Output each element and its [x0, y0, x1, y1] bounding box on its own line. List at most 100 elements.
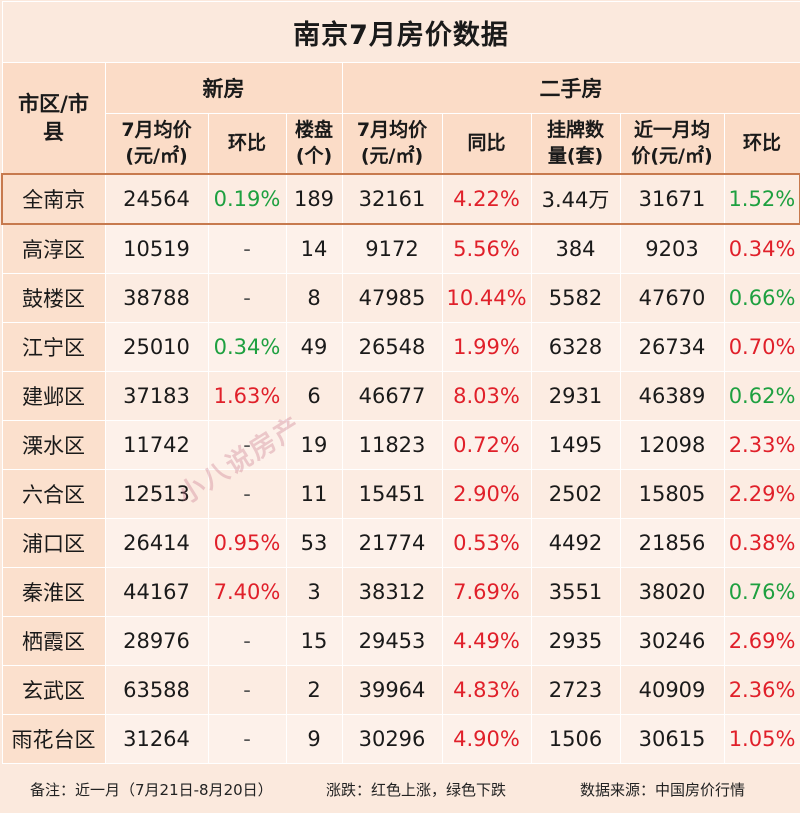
resale-price-cell: 21774	[341, 518, 443, 568]
table-row: 六合区 12513-11 15451 2.90% 2502 15805 2.29%	[1, 469, 800, 519]
recent-price-cell: 21856	[619, 518, 725, 568]
new-price-cell: 44167	[104, 567, 209, 617]
resale-price-cell: 29453	[341, 616, 443, 666]
recent-price-cell: 46389	[619, 371, 725, 421]
projects-cell: 8	[285, 273, 343, 323]
resale-mom-cell: 0.62%	[723, 371, 800, 421]
recent-price-cell: 15805	[619, 469, 725, 519]
projects-cell: 15	[285, 616, 343, 666]
resale-mom-cell: 2.29%	[723, 469, 800, 519]
district-header-line2: 县	[43, 120, 64, 144]
projects-cell: 9	[285, 714, 343, 764]
resale-price-cell: 15451	[341, 469, 443, 519]
resale-mom-cell: 1.05%	[723, 714, 800, 764]
new-price-cell: 10519	[104, 223, 209, 274]
district-cell: 鼓楼区	[1, 273, 106, 323]
table-row: 雨花台区 31264-9 30296 4.90% 1506 30615 1.05%	[1, 714, 800, 764]
new-price-cell: 24564	[104, 173, 209, 225]
district-cell: 秦淮区	[1, 567, 106, 617]
new-price-cell: 26414	[104, 518, 209, 568]
resale-mom-cell: 2.33%	[723, 420, 800, 470]
projects-cell: 189	[285, 173, 343, 225]
listings-cell: 4492	[530, 518, 621, 568]
new-mom-cell: -	[207, 273, 287, 323]
recent-price-cell: 30246	[619, 616, 725, 666]
resale-yoy-cell: 0.53%	[441, 518, 532, 568]
projects-cell: 6	[285, 371, 343, 421]
recent-price-cell: 40909	[619, 665, 725, 715]
resale-price-cell: 30296	[341, 714, 443, 764]
resale-yoy-cell: 10.44%	[441, 273, 532, 323]
recent-price-cell: 9203	[619, 223, 725, 274]
resale-yoy-cell: 1.99%	[441, 322, 532, 372]
resale-yoy-cell: 4.83%	[441, 665, 532, 715]
resale-group-header: 二手房	[341, 62, 800, 114]
new-mom-cell: 0.34%	[207, 322, 287, 372]
district-cell: 高淳区	[1, 223, 106, 274]
resale-price-cell: 26548	[341, 322, 443, 372]
listings-cell: 1495	[530, 420, 621, 470]
listings-cell: 5582	[530, 273, 621, 323]
resale-yoy-cell: 5.56%	[441, 223, 532, 274]
table-row: 玄武区 63588-2 39964 4.83% 2723 40909 2.36%	[1, 665, 800, 715]
projects-cell: 53	[285, 518, 343, 568]
new-mom-cell: -	[207, 665, 287, 715]
new-price-header: 7月均价 (元/㎡)	[104, 113, 209, 175]
resale-mom-cell: 1.52%	[723, 173, 800, 225]
resale-yoy-cell: 7.69%	[441, 567, 532, 617]
resale-price-cell: 9172	[341, 223, 443, 274]
district-cell: 建邺区	[1, 371, 106, 421]
table-row: 浦口区 26414 0.95% 53 21774 0.53% 4492 21856 0.38%	[1, 518, 800, 568]
listings-cell: 384	[530, 223, 621, 274]
resale-yoy-cell: 0.72%	[441, 420, 532, 470]
resale-listings-header: 挂牌数 量(套)	[530, 113, 621, 175]
resale-yoy-cell: 4.22%	[441, 173, 532, 225]
footer-legend: 涨跌：红色上涨，绿色下跌	[326, 781, 507, 799]
table-row: 高淳区 10519-14 9172 5.56% 384 9203 0.34%	[1, 223, 800, 274]
new-mom-cell: -	[207, 616, 287, 666]
recent-price-cell: 31671	[619, 173, 725, 225]
footer-source: 数据来源：中国房价行情	[580, 781, 746, 799]
district-cell: 江宁区	[1, 322, 106, 372]
district-cell: 雨花台区	[1, 714, 106, 764]
projects-cell: 2	[285, 665, 343, 715]
resale-price-cell: 47985	[341, 273, 443, 323]
listings-cell: 2935	[530, 616, 621, 666]
new-price-cell: 25010	[104, 322, 209, 372]
district-cell: 六合区	[1, 469, 106, 519]
new-price-cell: 38788	[104, 273, 209, 323]
listings-cell: 2723	[530, 665, 621, 715]
footer: 备注：近一月（7月21日-8月20日） 涨跌：红色上涨，绿色下跌 数据来源：中国…	[0, 769, 800, 809]
new-house-group-header: 新房	[104, 62, 343, 114]
table-row: 全南京 24564 0.19% 189 32161 4.22% 3.44万 31671 1.52…	[1, 173, 800, 225]
resale-price-cell: 39964	[341, 665, 443, 715]
projects-cell: 49	[285, 322, 343, 372]
resale-yoy-cell: 4.49%	[441, 616, 532, 666]
new-price-cell: 63588	[104, 665, 209, 715]
resale-recent-header: 近一月均 价(元/㎡)	[619, 113, 725, 175]
new-projects-header: 楼盘 (个)	[285, 113, 343, 175]
new-mom-cell: -	[207, 420, 287, 470]
new-mom-cell: 0.95%	[207, 518, 287, 568]
new-mom-cell: 1.63%	[207, 371, 287, 421]
table-body: 全南京 24564 0.19% 189 32161 4.22% 3.44万 31671 1.52…	[1, 173, 800, 764]
new-price-cell: 11742	[104, 420, 209, 470]
resale-price-cell: 32161	[341, 173, 443, 225]
resale-yoy-cell: 4.90%	[441, 714, 532, 764]
listings-cell: 6328	[530, 322, 621, 372]
table-row: 秦淮区 44167 7.40% 3 38312 7.69% 3551 38020 0.76%	[1, 567, 800, 617]
price-table: 南京7月房价数据 市区/市 县 新房 二手房 7月均价 (元/㎡) 环比 楼盘 (个…	[1, 1, 800, 764]
recent-price-cell: 12098	[619, 420, 725, 470]
district-cell: 玄武区	[1, 665, 106, 715]
resale-mom-cell: 0.66%	[723, 273, 800, 323]
district-cell: 溧水区	[1, 420, 106, 470]
resale-mom-cell: 0.34%	[723, 223, 800, 274]
district-header-line1: 市区/市	[18, 91, 89, 116]
listings-cell: 2502	[530, 469, 621, 519]
resale-mom-cell: 0.38%	[723, 518, 800, 568]
resale-price-cell: 11823	[341, 420, 443, 470]
resale-mom-header: 环比	[723, 113, 800, 175]
new-mom-cell: 7.40%	[207, 567, 287, 617]
projects-cell: 14	[285, 223, 343, 274]
